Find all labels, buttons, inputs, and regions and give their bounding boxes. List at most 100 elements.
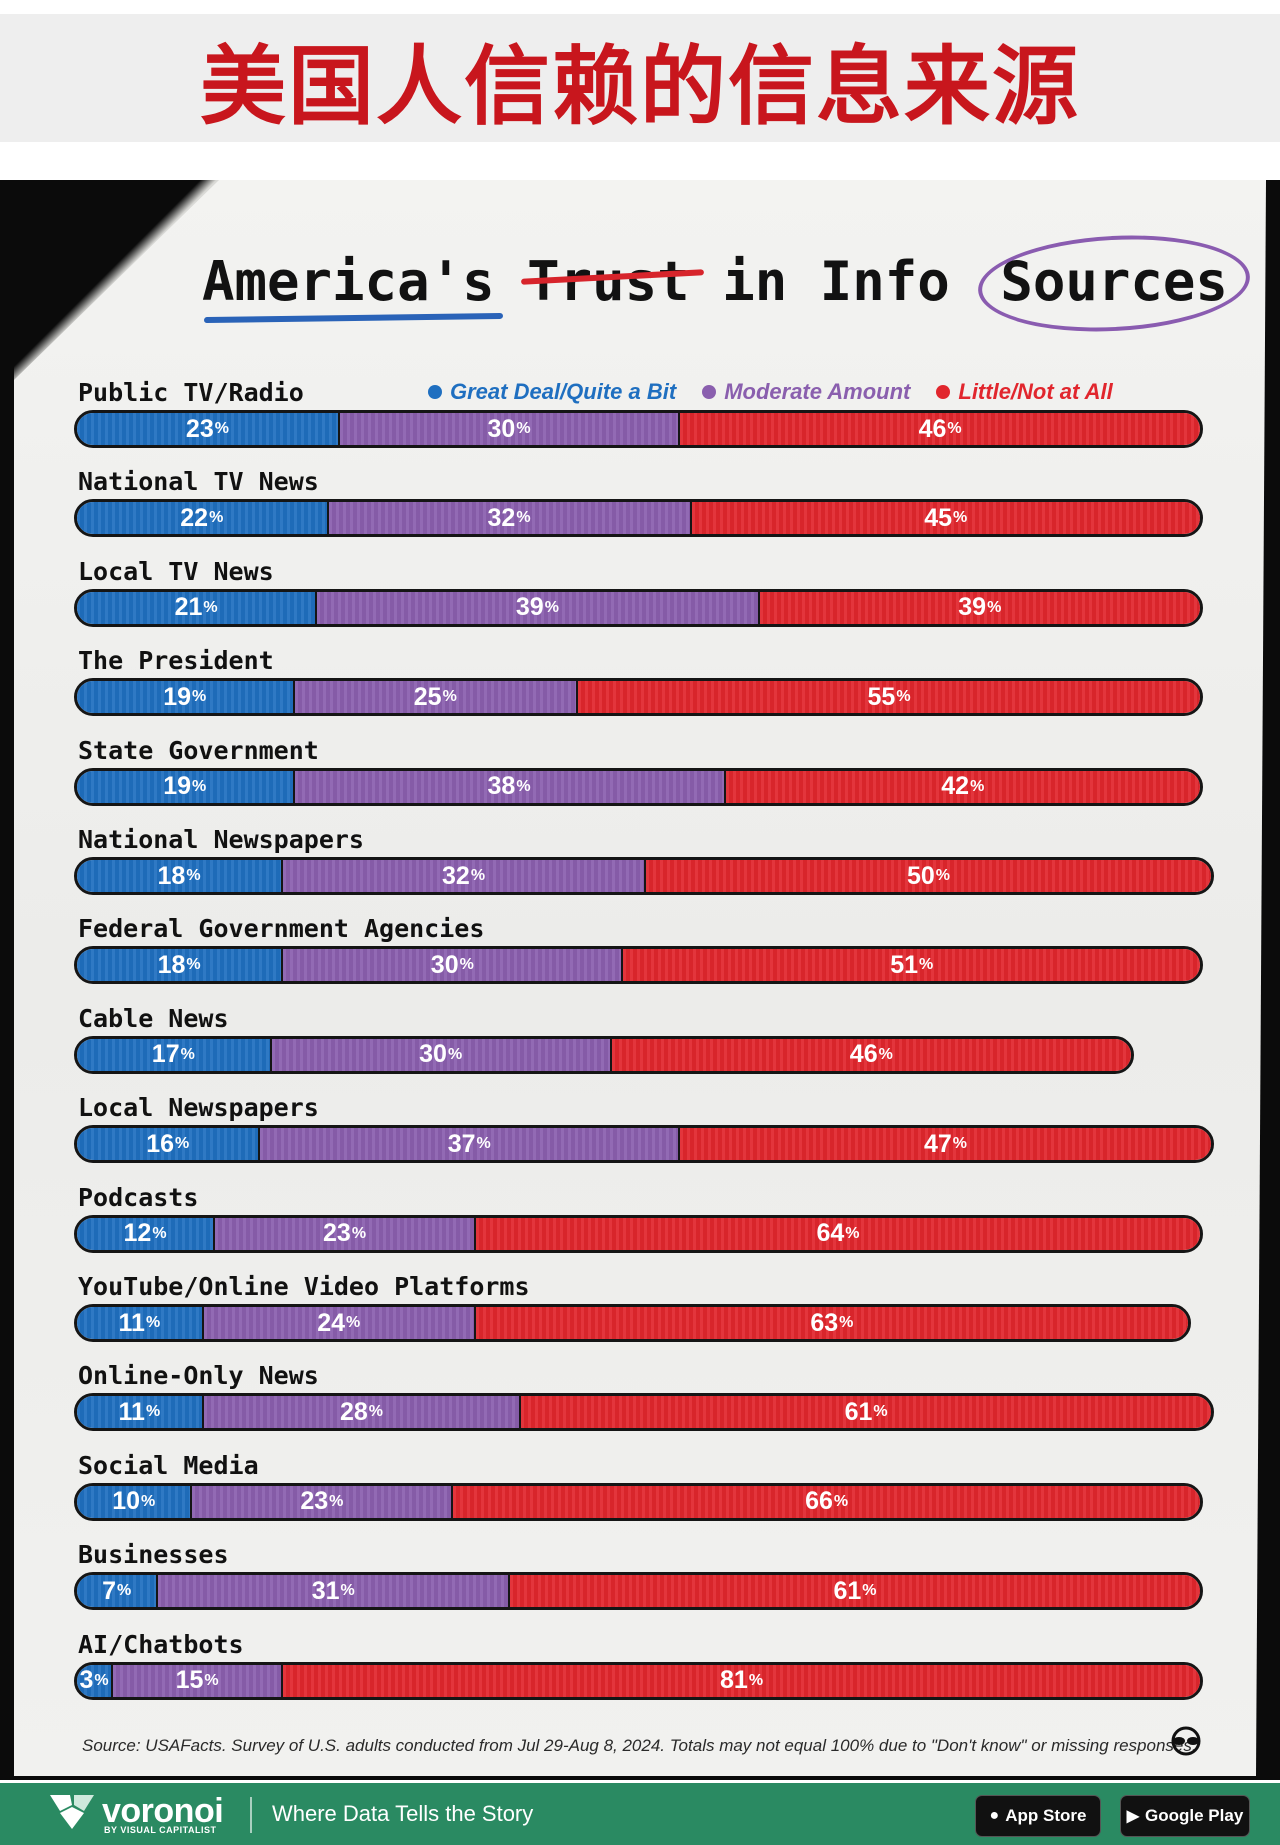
bar-segment-moderate: 23% <box>213 1217 474 1250</box>
stacked-bar: 19% 25% 55% <box>74 678 1203 717</box>
bar-segment-moderate: 23% <box>190 1485 452 1518</box>
title-word-sources: Sources <box>982 250 1246 313</box>
stacked-bar: 16% 37% 47% <box>74 1125 1214 1164</box>
bar-segment-moderate: 28% <box>201 1396 520 1429</box>
data-label: 37 <box>447 1129 476 1158</box>
data-label: 46 <box>918 414 947 443</box>
percent-sign: % <box>516 777 531 795</box>
stacked-bar: 21% 39% 39% <box>74 588 1203 627</box>
legend-item-moderate: Moderate Amount <box>702 379 910 405</box>
data-label: 16 <box>146 1129 174 1158</box>
bar-segment-little: 81% <box>281 1664 1200 1697</box>
percent-sign: % <box>987 598 1002 616</box>
bar-segment-great-deal: 3% <box>77 1664 112 1697</box>
data-label: 61 <box>833 1576 862 1605</box>
percent-sign: % <box>368 1403 384 1421</box>
bar-segment-great-deal: 18% <box>77 949 282 982</box>
row-label: State Government <box>78 735 319 765</box>
percent-sign: % <box>748 1671 764 1689</box>
row-label: Social Media <box>78 1450 259 1480</box>
data-label: 30 <box>419 1040 447 1069</box>
data-label: 39 <box>515 593 544 622</box>
legend-item-little: Little/Not at All <box>936 379 1113 405</box>
app-store-label: App Store <box>1005 1806 1087 1825</box>
data-label: 39 <box>958 593 987 622</box>
data-label: 3 <box>79 1666 94 1695</box>
percent-sign: % <box>470 867 486 884</box>
footer-bar: voronoi BY VISUAL CAPITALIST Where Data … <box>0 1783 1280 1845</box>
percent-sign: % <box>845 1224 860 1242</box>
bar-segment-great-deal: 16% <box>77 1128 259 1161</box>
legend-item-great-deal: Great Deal/Quite a Bit <box>428 379 676 405</box>
percent-sign: % <box>192 688 207 706</box>
stacked-bar: 12% 23% 64% <box>74 1214 1203 1253</box>
play-icon: ▶ <box>1126 1808 1140 1825</box>
bar-segment-moderate: 15% <box>111 1664 282 1697</box>
percent-sign: % <box>873 1403 888 1421</box>
data-label: 32 <box>487 503 516 532</box>
bar-segment-moderate: 24% <box>201 1307 474 1339</box>
data-label: 25 <box>413 682 442 711</box>
legend-dot-blue <box>428 385 442 399</box>
row-label: The President <box>78 646 274 676</box>
data-label: 32 <box>442 861 470 890</box>
data-label: 19 <box>163 772 192 801</box>
row-label: National Newspapers <box>78 825 364 854</box>
bar-segment-little: 61% <box>519 1396 1211 1429</box>
bar-segment-little: 42% <box>723 770 1200 803</box>
bar-segment-great-deal: 18% <box>77 860 282 892</box>
data-label: 51 <box>890 950 918 979</box>
bar-segment-little: 47% <box>678 1128 1211 1161</box>
title-word-info: Info <box>819 249 950 313</box>
data-label: 42 <box>941 772 970 801</box>
bar-segment-little: 51% <box>621 949 1200 982</box>
stacked-bar: 10% 23% 66% <box>74 1482 1203 1521</box>
percent-sign: % <box>935 867 950 884</box>
data-label: 10 <box>112 1487 140 1516</box>
data-label: 21 <box>174 593 203 622</box>
legend-label: Great Deal/Quite a Bit <box>450 379 677 404</box>
data-label: 30 <box>487 414 516 443</box>
app-store-button[interactable]: ● App Store <box>975 1795 1101 1837</box>
row-label: Public TV/Radio <box>78 378 304 407</box>
percent-sign: % <box>340 1582 355 1600</box>
data-label: 11 <box>118 1397 145 1426</box>
data-label: 18 <box>157 861 186 890</box>
percent-sign: % <box>544 598 559 616</box>
bar-segment-little: 66% <box>451 1485 1200 1518</box>
row-label: Cable News <box>78 1003 229 1033</box>
percent-sign: % <box>516 420 531 437</box>
data-label: 47 <box>923 1129 952 1158</box>
percent-sign: % <box>117 1582 132 1600</box>
percent-sign: % <box>476 1135 491 1153</box>
percent-sign: % <box>919 956 934 974</box>
row-label: Local Newspapers <box>78 1093 319 1123</box>
bar-segment-little: 55% <box>576 681 1200 714</box>
data-label: 24 <box>317 1308 346 1337</box>
brand[interactable]: voronoi <box>48 1791 224 1831</box>
footer-tagline: Where Data Tells the Story <box>272 1801 534 1826</box>
percent-sign: % <box>192 777 207 795</box>
percent-sign: % <box>209 509 224 527</box>
percent-sign: % <box>952 1135 968 1153</box>
percent-sign: % <box>145 1314 161 1331</box>
bar-segment-moderate: 39% <box>315 591 758 624</box>
stacked-bar: 22% 32% 45% <box>74 499 1203 538</box>
percent-sign: % <box>145 1403 161 1421</box>
google-play-button[interactable]: ▶ Google Play <box>1120 1795 1250 1837</box>
data-label: 12 <box>123 1219 152 1248</box>
source-note: Source: USAFacts. Survey of U.S. adults … <box>82 1736 1197 1755</box>
stacked-bar: 11% 28% 61% <box>74 1393 1214 1432</box>
percent-sign: % <box>329 1492 344 1510</box>
percent-sign: % <box>447 1045 463 1063</box>
percent-sign: % <box>459 956 474 974</box>
data-label: 31 <box>311 1576 340 1605</box>
data-label: 50 <box>906 861 935 890</box>
percent-sign: % <box>878 1045 893 1063</box>
bar-segment-great-deal: 19% <box>77 681 293 714</box>
percent-sign: % <box>214 420 229 437</box>
percent-sign: % <box>442 688 457 706</box>
bar-segment-great-deal: 11% <box>77 1307 202 1339</box>
bar-segment-moderate: 32% <box>281 860 644 892</box>
data-label: 30 <box>430 950 459 979</box>
